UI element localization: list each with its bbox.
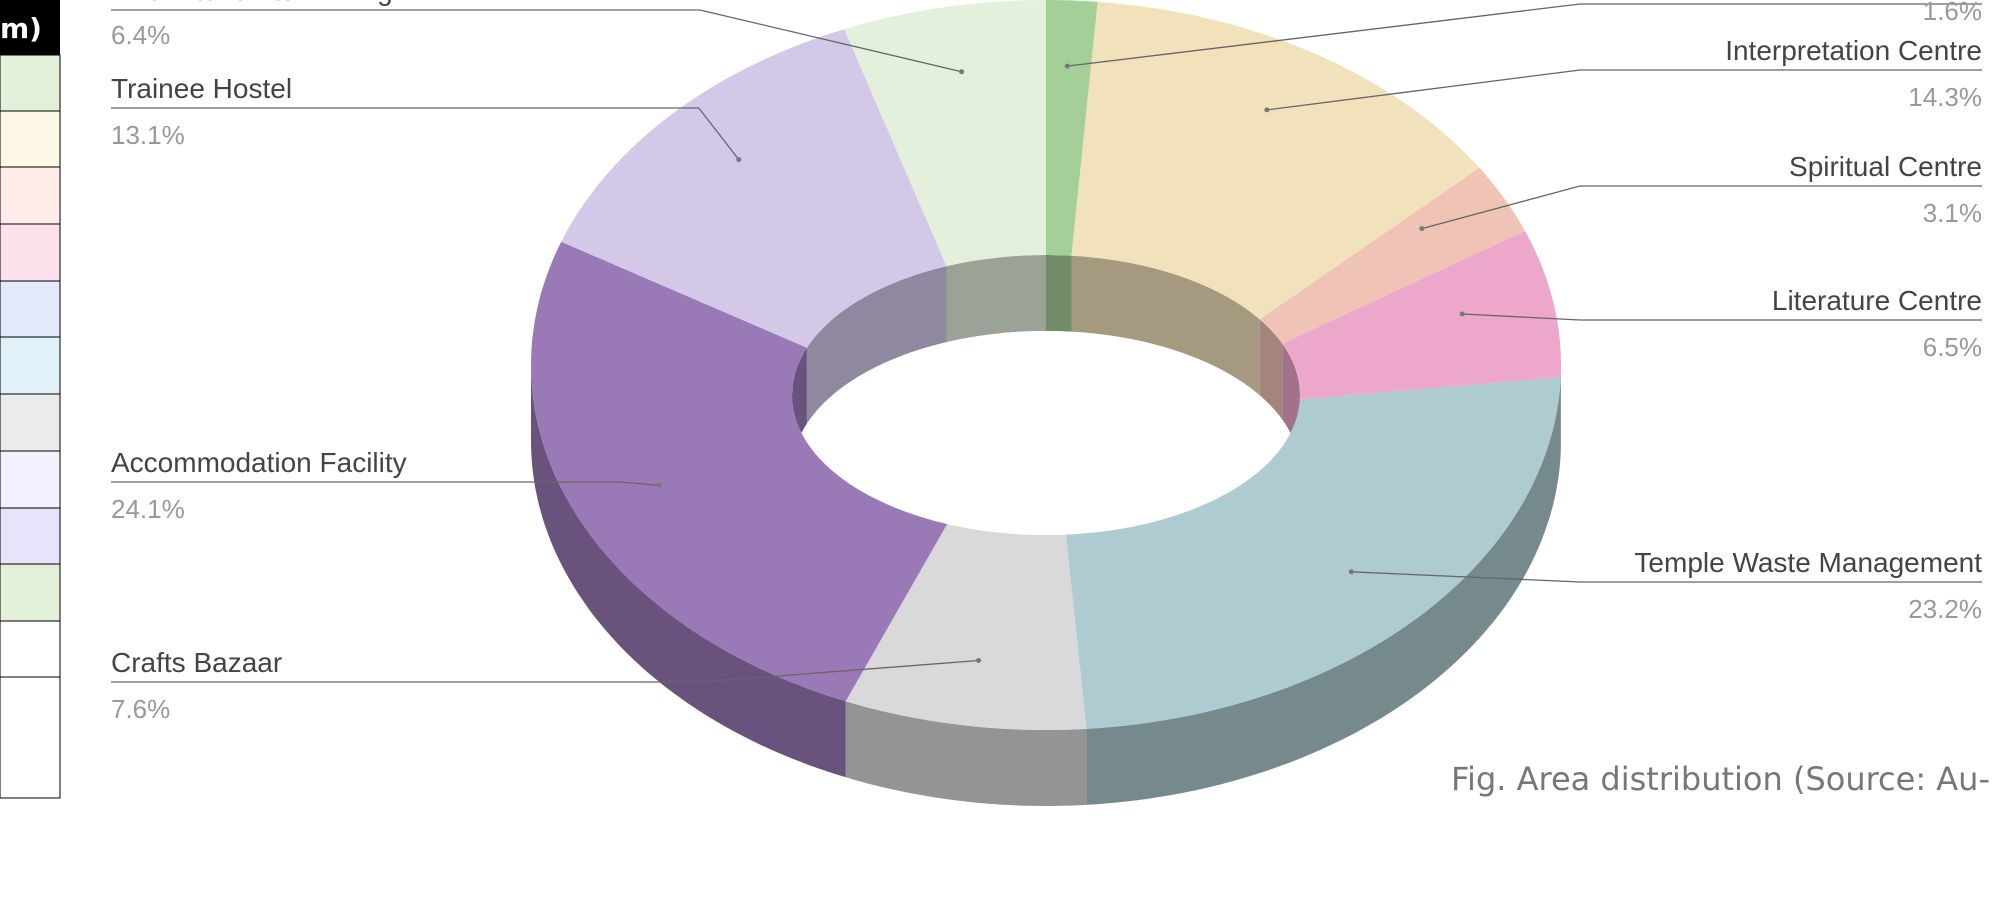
slice-value-label: 23.2% [1908, 594, 1982, 624]
slice [844, 0, 1046, 267]
leader-dot [736, 157, 742, 163]
slice-label: Spiritual Centre [1789, 151, 1982, 182]
slice-value-label: 6.4% [111, 20, 170, 50]
leader-dot [959, 69, 965, 75]
chart: 1.6% Interpretation Centre 14.3% Spiritual … [111, 0, 1982, 806]
slice-value-label: 13.1% [111, 120, 185, 150]
table-cell [0, 676, 61, 799]
leader-line [111, 107, 740, 160]
table-cell [0, 393, 61, 452]
leader-dot [1348, 569, 1354, 575]
slice-side [845, 701, 1087, 806]
table-header: m) [0, 12, 42, 45]
slice-value-label: 1.6% [1923, 0, 1982, 26]
leader-line [1067, 3, 1982, 67]
leader-dot [1419, 226, 1425, 232]
slice [531, 241, 948, 702]
slice [561, 29, 947, 348]
slice-label: Interpretation Centre [1725, 35, 1982, 66]
slice [845, 524, 1087, 730]
slice-side [531, 365, 846, 778]
slice [1259, 167, 1526, 344]
side-table: m) [0, 0, 61, 799]
leader-line [1462, 313, 1982, 321]
leader-dot [1459, 311, 1465, 317]
slice-inner-wall [1046, 255, 1072, 332]
leader-dot [656, 482, 662, 488]
slice [1282, 231, 1561, 400]
slice-inner-wall [806, 266, 947, 424]
slice-inner-wall [1259, 319, 1283, 420]
slice-value-label: 7.6% [111, 694, 170, 724]
table-cell [0, 620, 61, 678]
slice-value-label: 6.5% [1923, 332, 1982, 362]
slice-side [1086, 377, 1561, 805]
slice-inner-wall [1071, 255, 1260, 396]
table-cell [0, 563, 61, 622]
slice-label: Literature Centre [1772, 285, 1982, 316]
caption: Fig. Area distribution (Source: Au- [1451, 760, 1990, 798]
leader-dot [1264, 107, 1270, 113]
leader-line [111, 659, 979, 683]
table-cell [0, 166, 61, 225]
table-cell [0, 223, 61, 282]
leader-dot [1064, 63, 1070, 69]
slice-value-label: 3.1% [1923, 198, 1982, 228]
table-cell [0, 507, 61, 565]
table-cell [0, 336, 61, 395]
slice-label: Temple Waste Management [1634, 547, 1982, 578]
slice [1071, 1, 1480, 320]
table-cell [0, 110, 61, 168]
leader-line [1351, 571, 1982, 583]
leader-dot [976, 657, 982, 663]
table-cell [0, 280, 61, 338]
leader-line [1266, 69, 1982, 111]
slice-value-label: 14.3% [1908, 82, 1982, 112]
hole [792, 255, 1300, 535]
table-cell [0, 450, 61, 509]
table-header-bg [0, 0, 60, 55]
slice-label: Trainee Hostel [111, 73, 292, 104]
slice-label: Accommodation Facility [111, 447, 407, 478]
table-cell [0, 54, 61, 112]
slice-label: Crafts Bazaar [111, 647, 282, 678]
slice-value-label: 24.1% [111, 494, 185, 524]
slice-label: Live Kitchen & Dinning [111, 0, 393, 6]
hole-floor [792, 331, 1300, 535]
leader-line [1421, 185, 1982, 230]
slice [1065, 377, 1561, 729]
leader-line [111, 481, 660, 486]
leader-line [111, 9, 962, 73]
slice-inner-wall [946, 255, 1046, 343]
